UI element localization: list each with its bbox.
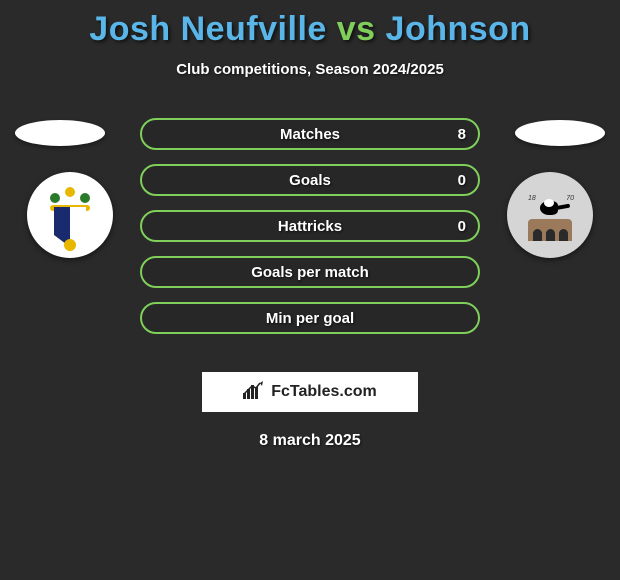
- stat-right-value: 0: [458, 218, 466, 235]
- stat-right-value: 8: [458, 126, 466, 143]
- team-badge-right: 18 70: [507, 172, 593, 258]
- team-badge-left-crest: [40, 185, 100, 245]
- comparison-area: 18 70 Matches 8 Goals 0: [0, 108, 620, 358]
- stat-row-goals: Goals 0: [140, 164, 480, 196]
- team-badge-left: [27, 172, 113, 258]
- stat-row-matches: Matches 8: [140, 118, 480, 150]
- page-title: Josh Neufville vs Johnson: [0, 0, 620, 49]
- date-text: 8 march 2025: [0, 432, 620, 450]
- left-platform: [15, 120, 105, 146]
- brand-text: FcTables.com: [271, 383, 377, 401]
- stat-row-min-per-goal: Min per goal: [140, 302, 480, 334]
- stat-label: Hattricks: [278, 218, 342, 235]
- stat-label: Matches: [280, 126, 340, 143]
- chart-icon: [243, 381, 265, 404]
- brand-box: FcTables.com: [202, 372, 418, 412]
- stats-list: Matches 8 Goals 0 Hattricks 0 Goals per …: [140, 118, 480, 348]
- title-p2: Johnson: [386, 10, 531, 48]
- stat-row-hattricks: Hattricks 0: [140, 210, 480, 242]
- subtitle: Club competitions, Season 2024/2025: [0, 61, 620, 78]
- title-vs: vs: [327, 10, 386, 48]
- team-badge-right-crest: 18 70: [520, 185, 580, 245]
- stat-row-goals-per-match: Goals per match: [140, 256, 480, 288]
- magpie-icon: [534, 195, 566, 221]
- stat-label: Min per goal: [266, 310, 354, 327]
- title-p1: Josh Neufville: [89, 10, 327, 48]
- right-platform: [515, 120, 605, 146]
- stat-right-value: 0: [458, 172, 466, 189]
- stat-label: Goals: [289, 172, 331, 189]
- badge-right-motto: [520, 187, 580, 193]
- stat-label: Goals per match: [251, 264, 369, 281]
- badge-right-year-right: 70: [566, 195, 574, 202]
- bridge-icon: [528, 219, 572, 241]
